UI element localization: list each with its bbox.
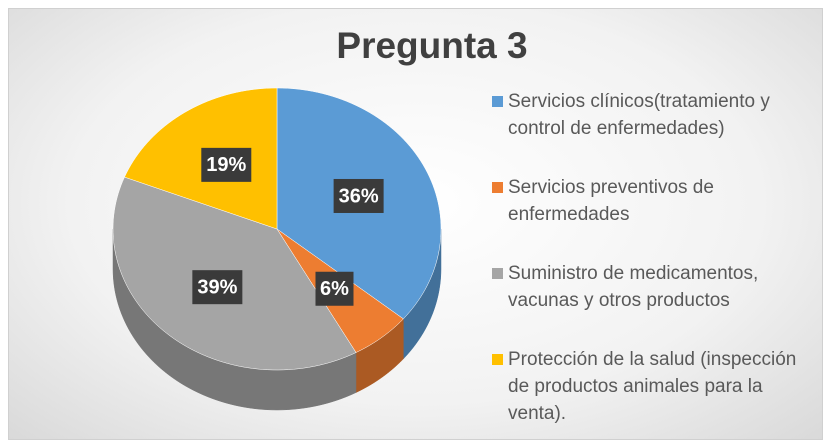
legend-label: Protección de la salud (inspección de pr… [508,349,797,424]
data-label: 39% [197,276,237,298]
legend-swatch [492,354,503,365]
legend-entry: Suministro de medicamentos, vacunas y ot… [492,260,802,346]
legend-swatch [492,96,503,107]
legend-entry: Protección de la salud (inspección de pr… [492,346,802,432]
data-label: 19% [206,154,246,176]
data-label-box [315,271,354,306]
chart-title: Pregunta 3 [336,25,527,66]
legend: Servicios clínicos(tratamiento y control… [492,88,802,432]
data-label: 6% [320,278,349,300]
legend-swatch [492,268,503,279]
legend-entry: Servicios preventivos de enfermedades [492,174,802,260]
legend-swatch [492,182,503,193]
data-label-box [201,147,252,182]
legend-label: Suministro de medicamentos, vacunas y ot… [508,263,759,311]
legend-entry: Servicios clínicos(tratamiento y control… [492,88,802,174]
legend-label: Servicios preventivos de enfermedades [508,177,714,225]
data-label: 36% [339,185,379,207]
legend-label: Servicios clínicos(tratamiento y control… [508,91,770,139]
data-label-box [333,178,384,213]
pie-slice [124,87,278,230]
pie-tops [112,87,442,371]
data-label-box [192,270,243,305]
